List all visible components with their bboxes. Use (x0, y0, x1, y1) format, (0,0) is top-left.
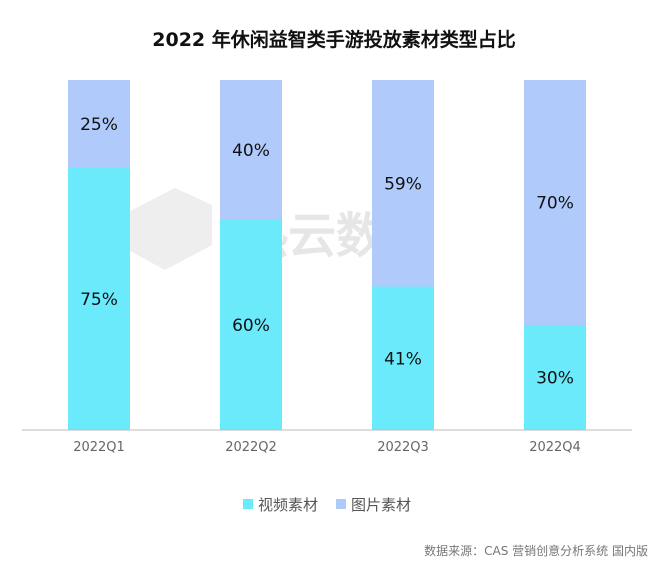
bar-video-2022q1 (68, 167, 130, 430)
legend-label-image: 图片素材 (351, 496, 411, 514)
data-label-video-2022q4: 30% (536, 369, 574, 389)
x-tick-label-2022q4: 2022Q4 (529, 440, 581, 455)
data-label-video-2022q2: 60% (232, 316, 270, 336)
x-tick-labels: 2022Q1 2022Q2 2022Q3 2022Q4 (73, 440, 581, 455)
data-label-video-2022q1: 75% (80, 290, 118, 310)
data-label-image-2022q1: 25% (80, 115, 118, 135)
bar-image-2022q4 (524, 80, 586, 325)
legend-swatch-video (243, 499, 253, 509)
bars-group (68, 80, 586, 430)
legend-item-image: 图片素材 (336, 496, 411, 514)
bar-video-2022q4 (524, 325, 586, 430)
x-tick-label-2022q2: 2022Q2 (225, 440, 277, 455)
legend: 视频素材 图片素材 (243, 496, 411, 514)
chart-title: 2022 年休闲益智类手游投放素材类型占比 (152, 28, 516, 51)
bar-image-2022q1 (68, 80, 130, 168)
data-label-video-2022q3: 41% (384, 349, 422, 369)
bar-video-2022q3 (372, 286, 434, 430)
legend-swatch-image (336, 499, 346, 509)
data-label-image-2022q4: 70% (536, 194, 574, 214)
watermark-logo-icon (128, 188, 212, 270)
x-tick-label-2022q3: 2022Q3 (377, 440, 429, 455)
bar-video-2022q2 (220, 220, 282, 430)
legend-item-video: 视频素材 (243, 496, 318, 514)
legend-label-video: 视频素材 (258, 496, 318, 514)
data-label-image-2022q3: 59% (384, 174, 422, 194)
bar-image-2022q2 (220, 80, 282, 220)
data-label-image-2022q2: 40% (232, 141, 270, 161)
source-note: 数据来源：CAS 营销创意分析系统 国内版 (424, 543, 648, 558)
bar-image-2022q3 (372, 80, 434, 287)
data-labels-group: 75% 25% 60% 40% 41% 59% 30% 70% (80, 115, 574, 389)
x-tick-label-2022q1: 2022Q1 (73, 440, 125, 455)
